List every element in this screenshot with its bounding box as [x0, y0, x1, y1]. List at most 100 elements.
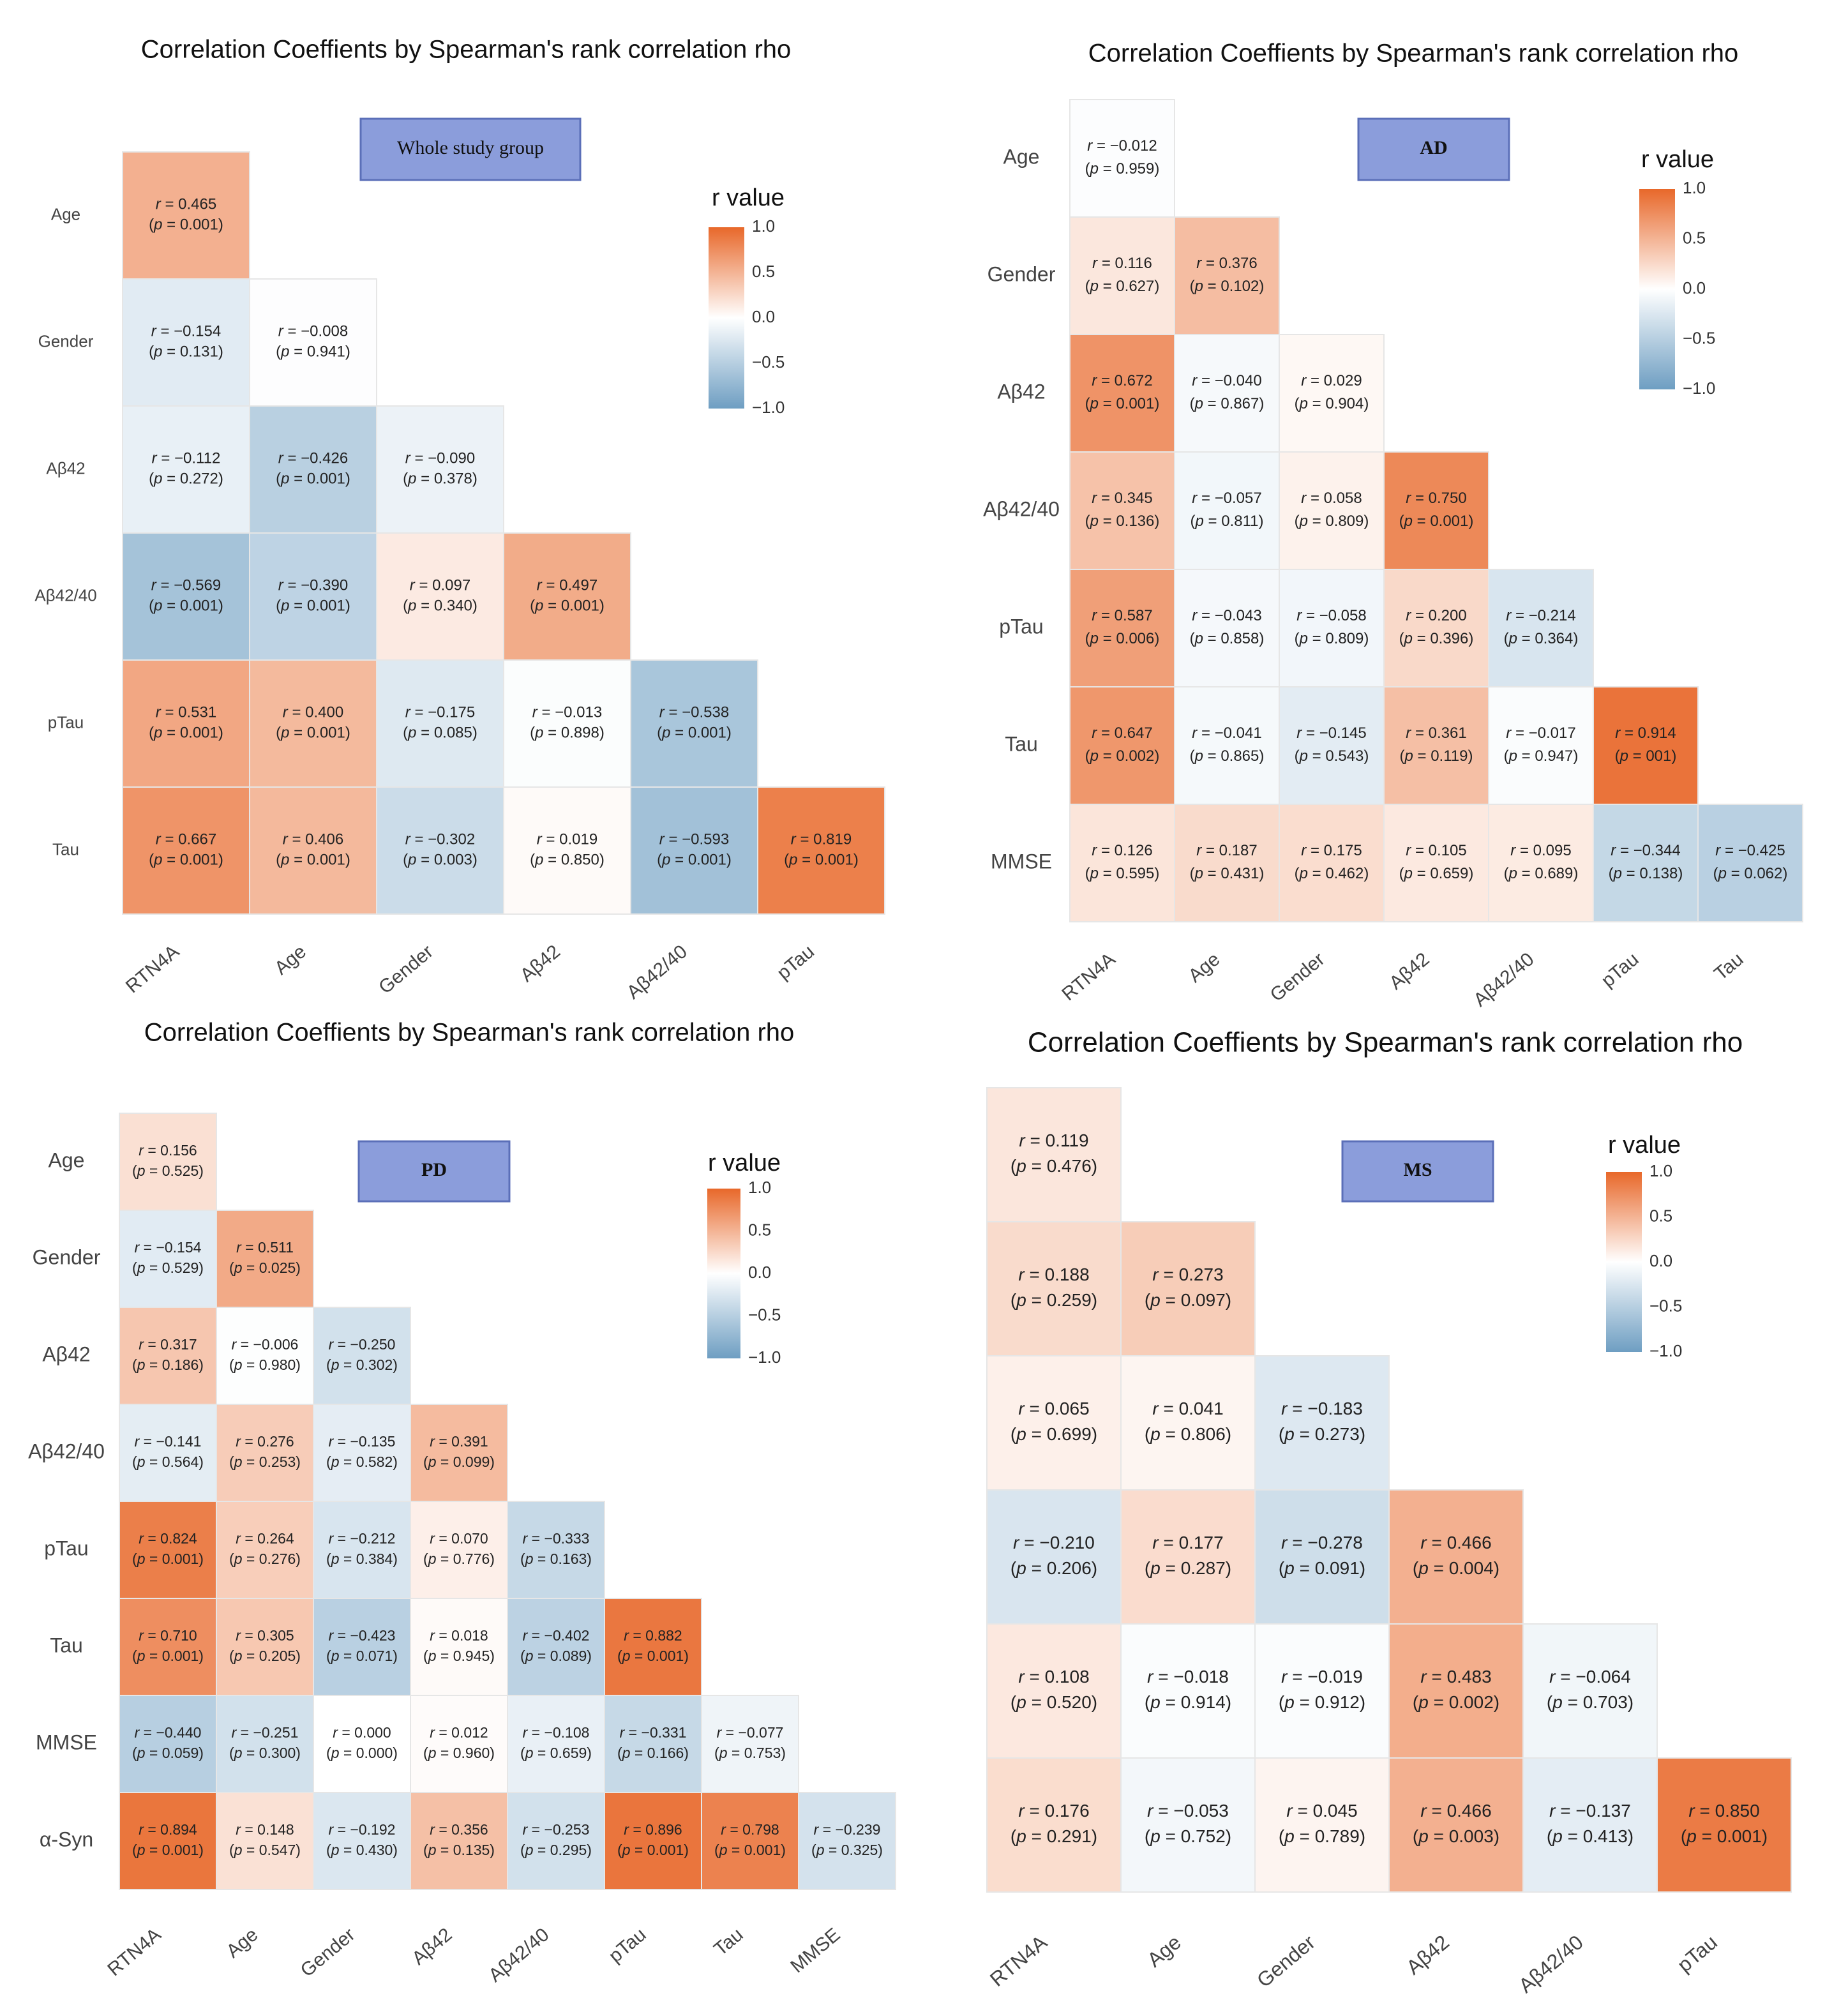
heatmap-cell: r = −0.137 (p = 0.413) — [1522, 1757, 1658, 1893]
cell-fill — [1120, 1757, 1256, 1893]
cell-p-value: (p = 0.396) — [1399, 630, 1474, 647]
group-label-box: Whole study group — [359, 117, 582, 181]
cell-p-value: (p = 0.000) — [326, 1745, 398, 1761]
group-label-box: MS — [1341, 1140, 1494, 1203]
cell-fill — [313, 1501, 411, 1599]
cell-fill — [1069, 99, 1175, 218]
cell-fill — [410, 1792, 508, 1890]
legend-tick-label: 1.0 — [752, 216, 775, 236]
row-label: MMSE — [991, 850, 1052, 873]
row-label: Tau — [50, 1634, 83, 1656]
cell-r-value: r = −0.154 — [135, 1239, 202, 1256]
cell-fill — [119, 1598, 217, 1696]
cell-r-value: r = 0.065 — [1018, 1399, 1089, 1418]
heatmap-cell: r = 0.587 (p = 0.006) — [1069, 569, 1175, 687]
column-label: RTN4A — [103, 1924, 165, 1980]
cell-fill — [1522, 1757, 1658, 1893]
color-legend: r value 1.0 0.5 0.0 −0.5 −1.0 — [707, 1150, 781, 1367]
heatmap-cell: r = 0.045 (p = 0.789) — [1254, 1757, 1390, 1893]
heatmap-cell: r = 0.896 (p = 0.001) — [604, 1792, 702, 1890]
heatmap-cell: r = −0.390 (p = 0.001) — [249, 532, 377, 661]
cell-r-value: r = −0.043 — [1192, 607, 1261, 624]
cell-r-value: r = 0.819 — [791, 831, 852, 848]
cell-r-value: r = 0.391 — [430, 1433, 488, 1450]
cell-p-value: (p = 0.325) — [811, 1842, 883, 1858]
heatmap-cell: r = 0.824 (p = 0.001) — [119, 1501, 217, 1599]
cell-p-value: (p = 0.001) — [530, 597, 605, 615]
cell-fill — [119, 1210, 217, 1308]
color-legend: r value 1.0 0.5 0.0 −0.5 −1.0 — [1606, 1132, 1682, 1360]
cell-p-value: (p = 0.867) — [1190, 395, 1265, 412]
cell-p-value: (p = 0.865) — [1190, 747, 1265, 765]
cell-p-value: (p = 0.025) — [229, 1259, 301, 1276]
cell-r-value: r = −0.040 — [1192, 372, 1261, 389]
cell-r-value: r = 0.345 — [1092, 490, 1152, 507]
cell-p-value: (p = 0.689) — [1504, 865, 1579, 882]
cell-fill — [313, 1307, 411, 1405]
row-label: Gender — [38, 331, 94, 350]
group-label-background — [359, 117, 582, 181]
heatmap-cell: r = −0.043 (p = 0.858) — [1174, 569, 1280, 687]
heatmap-cell: r = −0.183 (p = 0.273) — [1254, 1355, 1390, 1491]
legend-tick-label: 0.0 — [1649, 1251, 1672, 1270]
cell-r-value: r = 0.850 — [1688, 1801, 1759, 1821]
cell-r-value: r = 0.750 — [1406, 490, 1466, 507]
cell-p-value: (p = 0.097) — [1145, 1290, 1231, 1310]
cell-p-value: (p = 0.914) — [1145, 1692, 1231, 1712]
cell-p-value: (p = 0.431) — [1190, 865, 1265, 882]
cell-p-value: (p = 0.858) — [1190, 630, 1265, 647]
cell-p-value: (p = 0.627) — [1085, 278, 1160, 295]
legend-tick-label: −1.0 — [1649, 1341, 1682, 1360]
column-label: MMSE — [786, 1924, 844, 1977]
column-label: Aβ42/40 — [1514, 1930, 1588, 1997]
cell-fill — [1279, 334, 1385, 453]
cell-fill — [249, 278, 377, 407]
legend-tick-label: −0.5 — [748, 1305, 781, 1324]
row-label: Aβ42 — [997, 380, 1045, 403]
heatmap-cell: r = 0.894 (p = 0.001) — [119, 1792, 217, 1890]
cell-fill — [1174, 216, 1280, 335]
cell-r-value: r = 0.798 — [721, 1821, 779, 1838]
cell-fill — [1069, 686, 1175, 805]
cell-r-value: r = −0.423 — [329, 1627, 396, 1644]
heatmap-cell: r = 0.041 (p = 0.806) — [1120, 1355, 1256, 1491]
heatmap-cell: r = −0.192 (p = 0.430) — [313, 1792, 411, 1890]
cell-p-value: (p = 0.001) — [276, 725, 350, 742]
cell-r-value: r = −0.112 — [152, 450, 221, 467]
cell-p-value: (p = 0.135) — [423, 1842, 495, 1858]
cell-p-value: (p = 0.850) — [530, 852, 605, 869]
cell-r-value: r = −0.278 — [1281, 1533, 1363, 1552]
cell-r-value: r = 0.511 — [236, 1239, 294, 1256]
heatmap-cell: r = −0.141 (p = 0.564) — [119, 1404, 217, 1502]
cell-r-value: r = −0.018 — [1147, 1667, 1229, 1686]
row-label: MMSE — [36, 1731, 97, 1754]
heatmap-cell: r = −0.344 (p = 0.138) — [1593, 804, 1699, 922]
heatmap-cell: r = −0.426 (p = 0.001) — [249, 405, 377, 534]
cell-fill — [1254, 1623, 1390, 1759]
group-label-background — [1341, 1140, 1494, 1203]
chart-title: Correlation Coeffients by Spearman's ran… — [1028, 1027, 1743, 1058]
column-label: Age — [222, 1924, 262, 1962]
legend-tick-label: 0.5 — [748, 1220, 771, 1239]
cell-fill — [1069, 451, 1175, 570]
cell-fill — [1279, 569, 1385, 687]
cell-r-value: r = 0.187 — [1196, 842, 1257, 859]
cell-p-value: (p = 0.062) — [1713, 865, 1788, 882]
cell-fill — [1069, 804, 1175, 922]
cell-fill — [249, 405, 377, 534]
heatmap-cell: r = −0.017 (p = 0.947) — [1488, 686, 1594, 805]
cell-r-value: r = 0.126 — [1092, 842, 1152, 859]
cell-p-value: (p = 0.004) — [1413, 1558, 1499, 1578]
cell-r-value: r = −0.041 — [1192, 725, 1261, 742]
cell-p-value: (p = 0.001) — [149, 725, 223, 742]
cell-p-value: (p = 0.259) — [1010, 1290, 1097, 1310]
cell-p-value: (p = 0.272) — [149, 470, 223, 488]
heatmap-cell: r = 0.065 (p = 0.699) — [986, 1355, 1122, 1491]
cell-r-value: r = 0.041 — [1152, 1399, 1223, 1418]
heatmap-cell: r = 0.819 (p = 0.001) — [757, 786, 885, 915]
cell-p-value: (p = 0.001) — [657, 852, 732, 869]
cell-fill — [1069, 334, 1175, 453]
cell-r-value: r = −0.141 — [135, 1433, 202, 1450]
column-label: RTN4A — [986, 1930, 1052, 1991]
cell-fill — [604, 1598, 702, 1696]
